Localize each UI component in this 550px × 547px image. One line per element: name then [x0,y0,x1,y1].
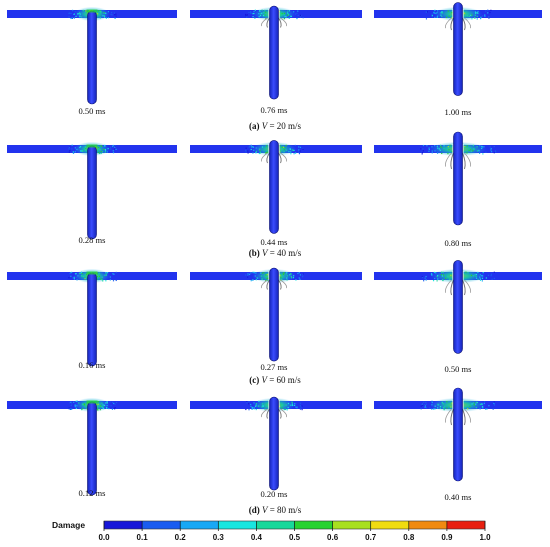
colorbar-tick-label: 0.7 [365,533,377,542]
time-label: 0.20 ms [260,489,288,499]
panel-r4-c1 [7,397,177,496]
fragment-petals [260,408,288,419]
projectile-rod [269,5,279,100]
colorbar-segment [370,521,409,529]
projectile-rod [87,272,97,367]
time-label: 0.40 ms [444,492,472,502]
colorbar-tick-label: 0.3 [212,533,224,542]
time-label: 1.00 ms [444,107,472,117]
panel-r2-c2 [190,140,362,234]
fragment-petals [260,152,288,164]
colorbar-tick-label: 0.5 [288,533,301,542]
colorbar-segment [104,521,143,529]
row-caption: (b) V = 40 m/s [248,248,302,258]
fragment-petals [260,279,288,290]
colorbar-tick-label: 0.1 [136,533,148,542]
colorbar-segment [256,521,295,529]
legend-title: Damage [52,520,86,530]
projectile-rod [269,396,279,491]
colorbar-segment [408,521,447,529]
fragment-petals [260,17,288,28]
colorbar-tick-label: 0.2 [174,533,186,542]
panel-r4-c2 [190,396,362,491]
projectile-rod [269,140,279,234]
colorbar-segment [332,521,371,529]
time-label: 0.12 ms [78,488,106,498]
colorbar-tick-label: 0.9 [441,533,453,542]
projectile-rod [87,10,97,105]
projectile-rod [87,145,97,240]
time-label: 0.44 ms [260,237,288,247]
time-label: 0.80 ms [444,238,472,248]
colorbar-tick-label: 0.0 [98,533,110,542]
panel-r2-c1 [7,141,177,240]
time-label: 0.76 ms [260,105,288,115]
panel-r1-c1 [7,6,177,105]
time-label: 0.27 ms [260,362,288,372]
projectile-rod [453,131,463,226]
fragment-petals [444,279,472,296]
colorbar-segment [180,521,219,529]
colorbar-segment [218,521,257,529]
colorbar-tick-label: 0.4 [250,533,262,542]
fragment-petals [444,17,472,31]
row-caption: (a) V = 20 m/s [248,121,302,131]
panel-r3-c3 [374,260,542,354]
time-label: 0.16 ms [78,360,106,370]
fragment-petals [444,152,472,170]
panel-r2-c3 [374,131,542,226]
colorbar-segment [446,521,485,529]
panel-r1-c3 [374,2,542,96]
time-label: 0.50 ms [444,364,472,374]
row-caption: (c) V = 60 m/s [249,375,301,385]
projectile-rod [453,387,463,482]
colorbar-tick-label: 0.6 [327,533,339,542]
colorbar-segment [294,521,333,529]
time-label: 0.50 ms [78,106,106,116]
projectile-rod [453,2,463,96]
colorbar-tick-label: 1.0 [479,533,491,542]
panel-r4-c3 [374,387,542,482]
panel-r3-c1 [7,268,177,367]
colorbar-segment [142,521,181,529]
row-caption: (d) V = 80 m/s [248,505,302,515]
panel-r3-c2 [190,267,362,362]
projectile-rod [453,260,463,354]
projectile-rod [269,267,279,362]
projectile-rod [87,401,97,496]
time-label: 0.28 ms [78,235,106,245]
panel-r1-c2 [190,5,362,100]
fragment-petals [444,408,472,426]
colorbar-tick-label: 0.8 [403,533,415,542]
damage-colorbar [103,520,486,531]
